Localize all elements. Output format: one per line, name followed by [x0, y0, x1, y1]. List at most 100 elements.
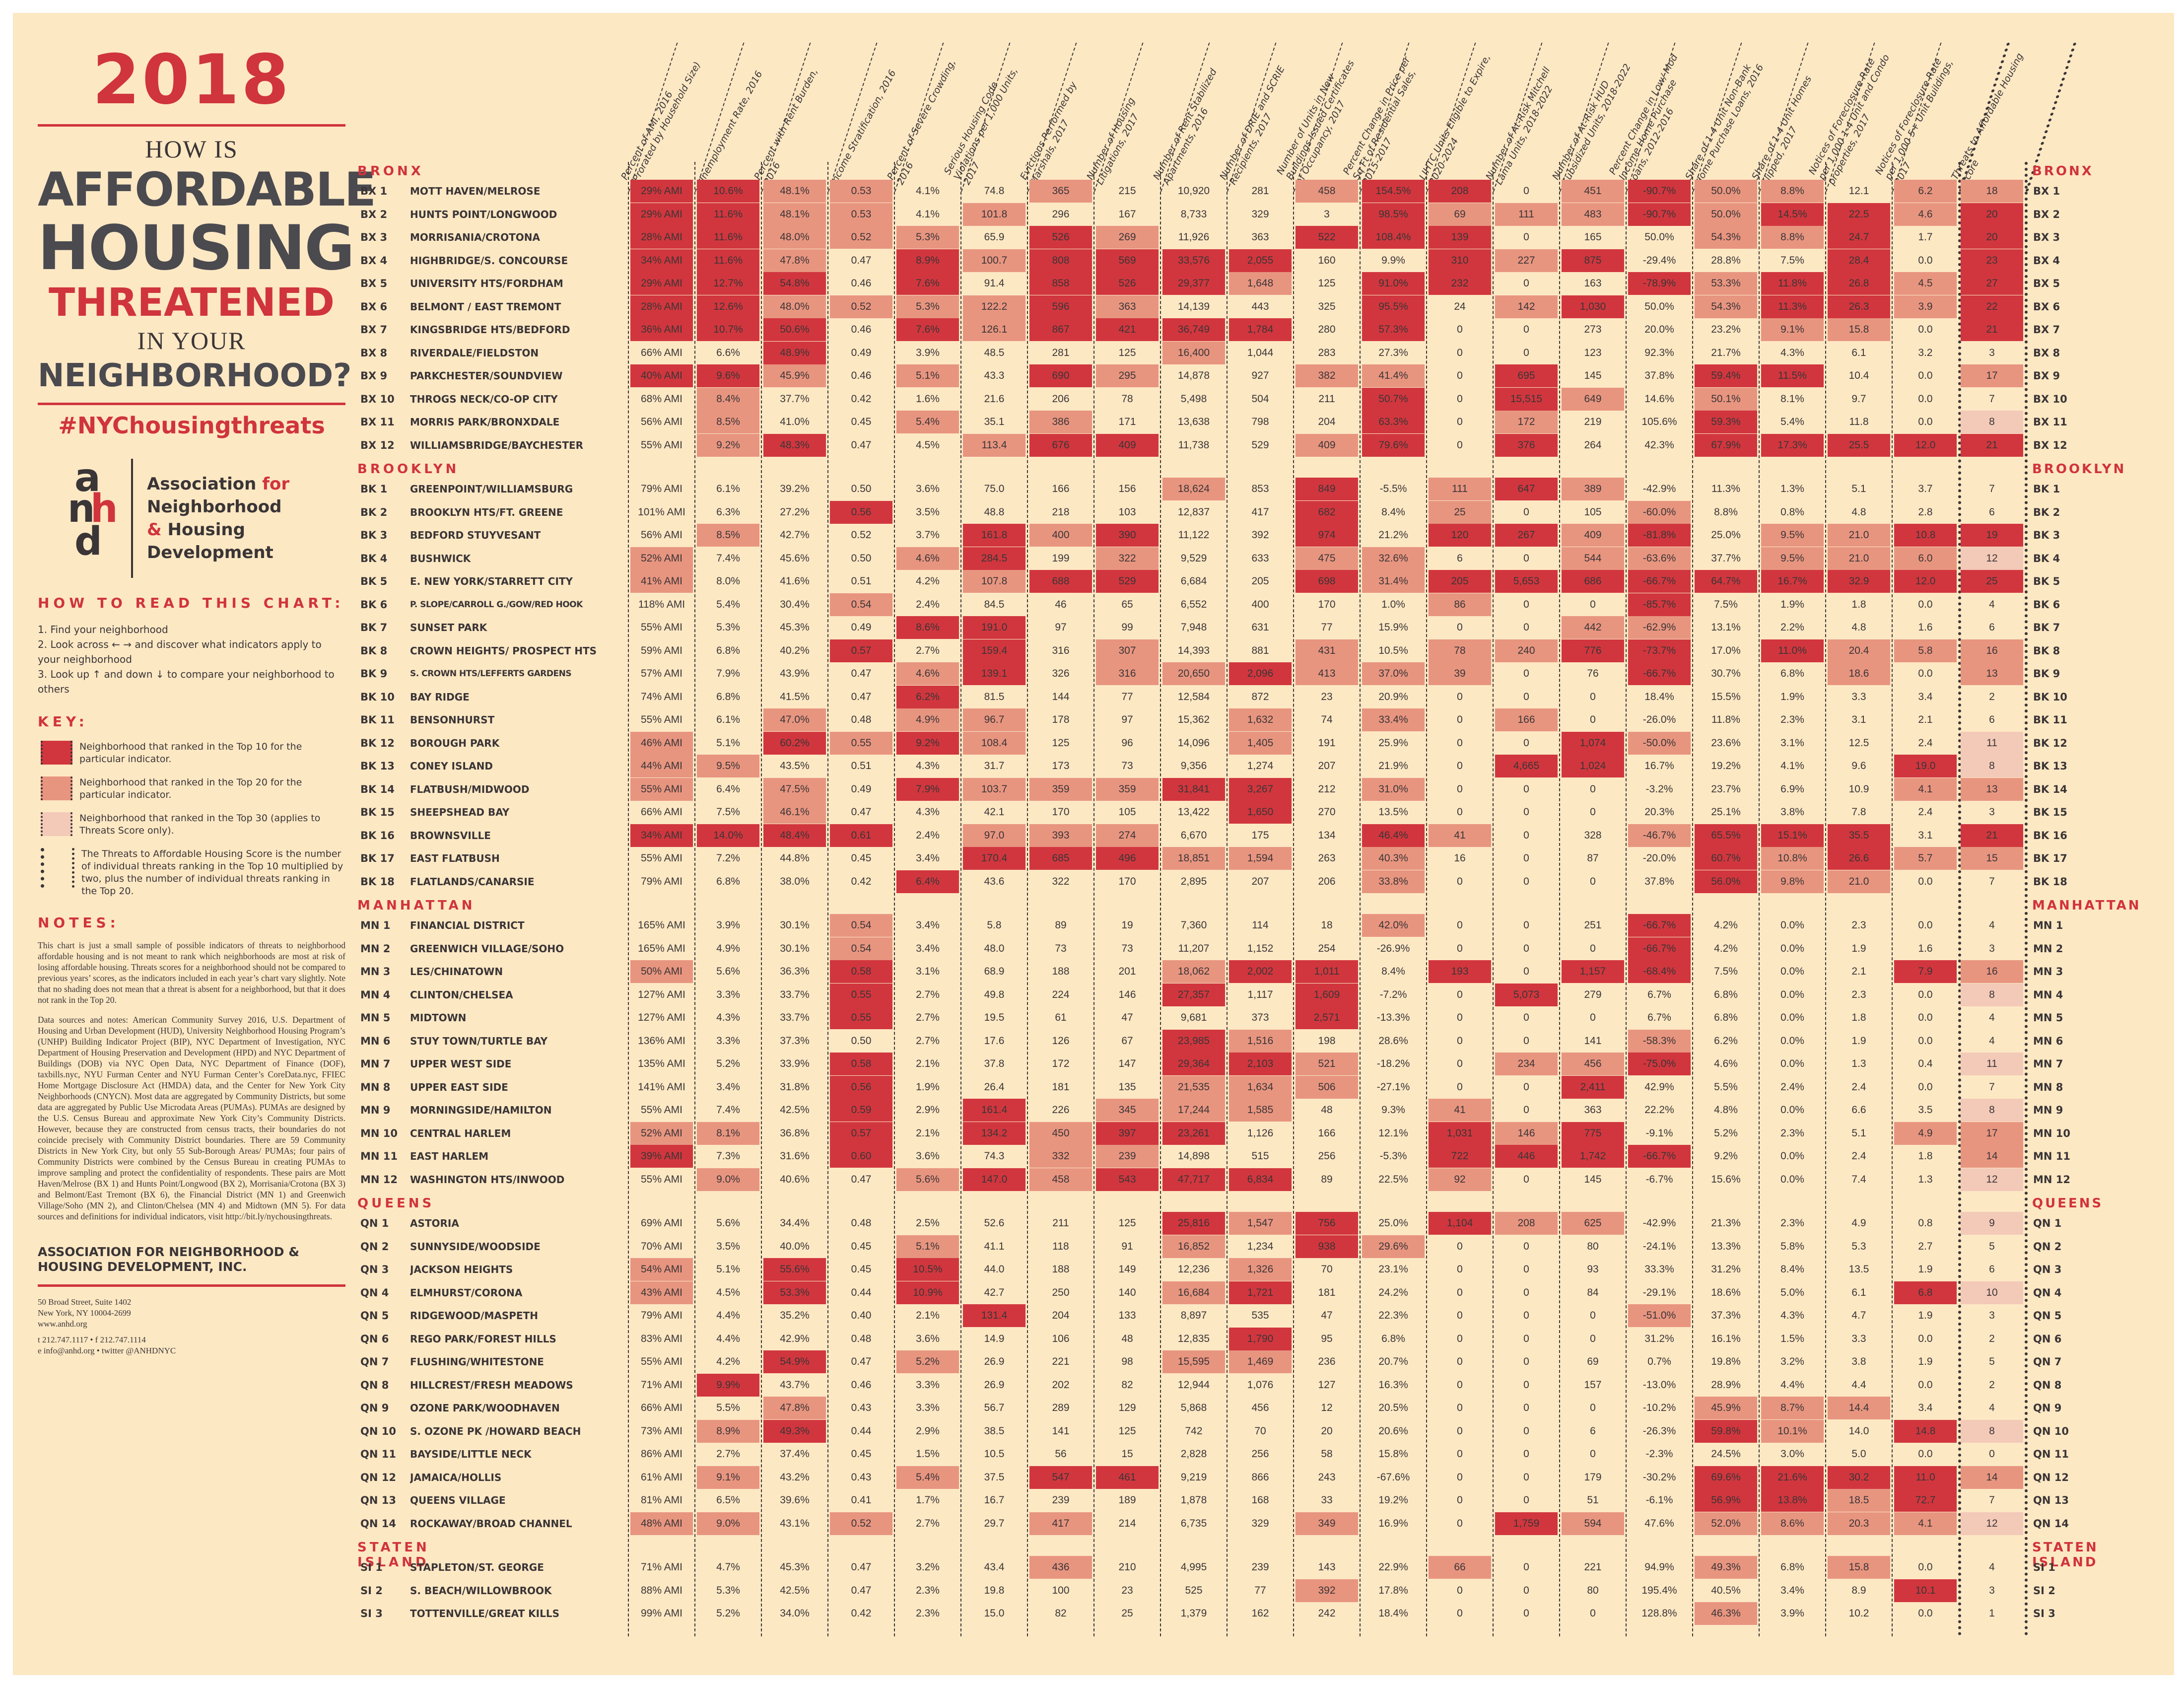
data-cell: 101.8 — [963, 203, 1025, 226]
data-cell: 1.9% — [916, 1081, 940, 1093]
data-cell: 55% AMI — [640, 439, 683, 451]
table-row: QN 8 HILLCREST/FRESH MEADOWS 71% AMI 9.9% 43… — [350, 1373, 2184, 1397]
data-cell: 21.3% — [1711, 1217, 1741, 1229]
data-cell: 4.3% — [1780, 1310, 1804, 1321]
data-cell: 101% AMI — [638, 506, 685, 518]
data-cell: 201 — [1118, 966, 1136, 977]
table-row: MN 11 EAST HARLEM 39% AMI 7.3% 31.6% 0.60 3.6%… — [350, 1145, 2184, 1168]
data-cell: 31.0% — [1362, 777, 1425, 801]
data-cell: 129 — [1118, 1402, 1136, 1413]
logo-letter-d: d — [74, 519, 102, 564]
data-cell: 7.4% — [716, 1104, 740, 1116]
title-line-2: AFFORDABLE — [38, 163, 376, 217]
data-cell: 1,721 — [1229, 1281, 1292, 1304]
data-cell: 86% AMI — [640, 1448, 683, 1460]
data-cell: 3.4% — [716, 1081, 740, 1093]
logo-word: Housing — [167, 520, 245, 540]
threat-score-cell: 3 — [1989, 942, 1995, 954]
data-cell: 23.2% — [1711, 324, 1741, 335]
district-code: MN 12 — [360, 1173, 398, 1186]
data-cell: 15.1% — [1761, 824, 1824, 847]
data-cell: 0 — [1457, 324, 1463, 335]
data-cell: 39 — [1429, 662, 1491, 685]
data-cell: -51.0% — [1628, 1304, 1691, 1327]
data-cell: 11,207 — [1178, 942, 1210, 954]
data-cell: 12.6% — [697, 295, 759, 318]
data-cell: 8.6% — [896, 616, 959, 639]
data-cell: 39.6% — [780, 1494, 810, 1506]
data-cell: 96.7 — [963, 708, 1025, 731]
data-cell: 22.3% — [1378, 1310, 1408, 1321]
table-row: BK 8 CROWN HEIGHTS/ PROSPECT HTS 59% AMI 6.… — [350, 639, 2184, 662]
table-row: MN 10 CENTRAL HARLEM 52% AMI 8.1% 36.8% 0.57 2… — [350, 1122, 2184, 1145]
data-cell: 390 — [1096, 524, 1159, 547]
data-cell: 47,717 — [1162, 1168, 1225, 1191]
data-cell: 0.42 — [851, 875, 872, 887]
data-cell: 329 — [1251, 1517, 1269, 1529]
data-cell: 251 — [1584, 919, 1602, 931]
district-code-right: BX 9 — [2033, 370, 2060, 382]
data-cell: 161.8 — [963, 524, 1025, 547]
data-cell: 15.9% — [1378, 622, 1408, 633]
data-cell: 0 — [1523, 506, 1529, 518]
data-cell: -66.7% — [1628, 570, 1691, 593]
data-cell: 78 — [1121, 393, 1133, 405]
district-code-right: BX 1 — [2033, 185, 2060, 197]
data-cell: 17.8% — [1378, 1584, 1408, 1596]
data-cell: 2.7% — [916, 644, 940, 656]
data-cell: 50.6% — [763, 318, 826, 341]
data-cell: 310 — [1429, 249, 1491, 272]
data-cell: 2.7% — [916, 1012, 940, 1023]
data-cell: 40.2% — [780, 644, 810, 656]
district-code: BK 18 — [360, 875, 395, 888]
data-cell: 10.5 — [984, 1448, 1005, 1460]
data-cell: 0 — [1523, 1035, 1529, 1047]
table-row: BX 1 MOTT HAVEN/MELROSE 29% AMI 10.6% 48.1% 0… — [350, 180, 2184, 203]
data-cell: 1,274 — [1247, 760, 1274, 772]
data-cell: 37.4% — [780, 1448, 810, 1460]
data-cell: 48.3% — [763, 433, 826, 457]
data-cell: 11.3% — [1761, 295, 1824, 318]
data-cell: 15.5% — [1711, 691, 1741, 703]
data-cell: 56% AMI — [640, 416, 683, 427]
data-cell: 866 — [1251, 1471, 1269, 1483]
data-cell: 73 — [1121, 760, 1133, 772]
data-cell: 211 — [1318, 393, 1335, 405]
data-cell: 0 — [1457, 875, 1463, 887]
data-cell: 49.3% — [1695, 1556, 1757, 1579]
district-code-right: QN 11 — [2033, 1448, 2069, 1460]
key-item-top10: Neighborhood that ranked in the Top 10 f… — [38, 741, 345, 766]
data-cell: 48% AMI — [630, 1512, 693, 1535]
threat-score-cell: 21 — [1961, 318, 2023, 341]
data-cell: 17.6 — [984, 1035, 1005, 1047]
data-cell: 1,585 — [1229, 1099, 1292, 1122]
district-code-right: MN 12 — [2033, 1173, 2071, 1186]
data-cell: 92 — [1429, 1168, 1491, 1191]
data-cell: 4.1% — [916, 208, 940, 220]
threat-score-cell: 11 — [1961, 731, 2023, 755]
data-cell: 1.9% — [1780, 598, 1804, 610]
district-code-right: BK 3 — [2033, 529, 2060, 541]
data-cell: 4.1 — [1894, 1512, 1957, 1535]
data-cell: 0 — [1457, 1402, 1463, 1413]
data-cell: -30.2% — [1642, 1471, 1676, 1483]
data-cell: 43.4 — [984, 1561, 1005, 1573]
district-name: PARKCHESTER/SOUNDVIEW — [410, 370, 563, 382]
data-cell: 0 — [1457, 347, 1463, 358]
column-header: Percent with Rent Burden, 2016 — [752, 43, 828, 192]
data-cell: 7.5% — [716, 806, 740, 818]
data-cell: 47.8% — [763, 1397, 826, 1419]
threat-score-cell: 19 — [1961, 524, 2023, 547]
data-cell: 48.0% — [763, 295, 826, 318]
data-cell: 18,851 — [1162, 847, 1225, 870]
data-cell: 382 — [1296, 364, 1358, 387]
data-cell: 139.1 — [963, 662, 1025, 685]
data-cell: 243 — [1318, 1471, 1336, 1483]
data-cell: 2.4 — [1918, 737, 1933, 749]
data-cell: 48.1% — [763, 203, 826, 226]
data-cell: 0 — [1523, 852, 1529, 864]
data-cell: 34.0% — [780, 1608, 810, 1619]
data-cell: 47.6% — [1644, 1517, 1674, 1529]
website-link[interactable]: www.anhd.org — [38, 1319, 87, 1329]
district-name: E. NEW YORK/STARRETT CITY — [410, 575, 573, 587]
